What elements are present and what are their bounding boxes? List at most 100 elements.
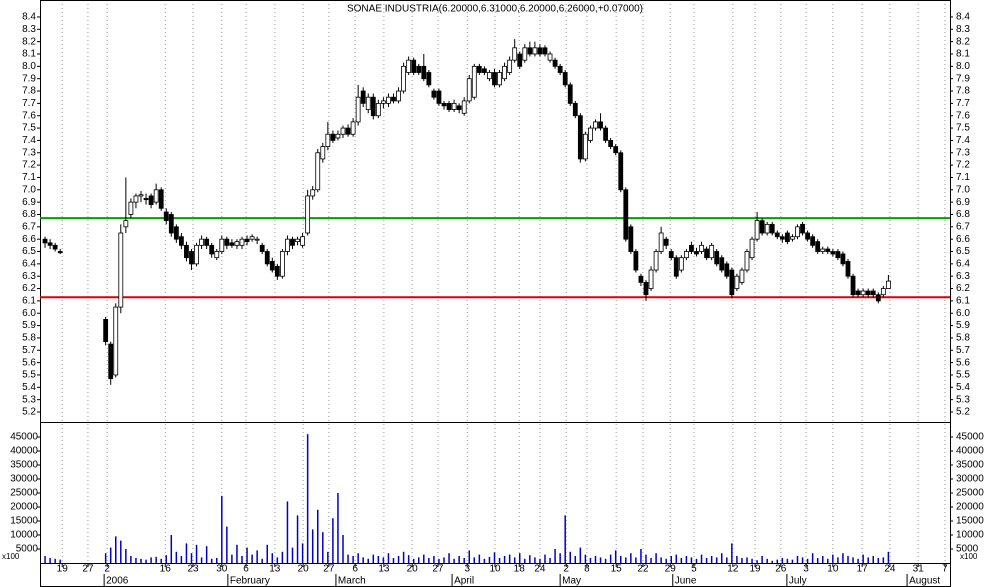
y-tick-label: 5.7 [956, 345, 970, 356]
candle-body [47, 242, 53, 246]
y-tick-label: 8.2 [956, 36, 970, 47]
candle-body [673, 257, 679, 277]
candle-body [704, 248, 709, 259]
candle-body [572, 102, 578, 117]
candle-body [199, 238, 204, 246]
candle-body [386, 96, 391, 104]
volume-bar [311, 529, 314, 563]
candle-body [487, 72, 492, 80]
volume-bar [412, 558, 415, 563]
x-tick-label: 13 [378, 564, 390, 575]
volume-bar [781, 557, 784, 563]
volume-bar [655, 553, 657, 563]
candle-body [254, 238, 260, 241]
volume-bar [680, 557, 683, 563]
candle-body [305, 195, 311, 234]
x-tick-label: 19 [57, 564, 69, 575]
x-tick-label: 23 [187, 564, 199, 575]
volume-bar [140, 558, 142, 563]
volume-bar [286, 501, 289, 563]
candle-body [234, 241, 240, 246]
volume-bar [347, 554, 349, 563]
volume-bar [473, 557, 476, 563]
y-tick-label: 7.0 [956, 184, 970, 195]
candle-body [714, 251, 720, 265]
volume-bar [847, 556, 849, 563]
volume-bar [867, 557, 869, 563]
y-tick-label: 5.6 [22, 357, 36, 368]
candle-body [870, 290, 876, 296]
y-tick-label: 8.3 [22, 24, 36, 35]
volume-bar [503, 556, 506, 563]
volume-bar [574, 556, 577, 563]
candle-body [840, 253, 846, 265]
volume-bar [731, 543, 733, 563]
volume-tick-label: 45000 [956, 432, 984, 443]
volume-tick-label: 5000 [956, 544, 979, 555]
candle-body [623, 189, 629, 240]
candle-body [189, 251, 194, 265]
volume-tick-label: 40000 [10, 446, 38, 457]
y-tick-label: 6.6 [22, 234, 36, 245]
volume-bar [544, 554, 546, 563]
volume-bar [690, 557, 693, 563]
y-tick-label: 5.4 [22, 382, 36, 393]
volume-bar [266, 544, 268, 563]
y-tick-label: 7.8 [956, 86, 970, 97]
candle-body [209, 244, 215, 255]
candle-body [401, 65, 406, 92]
volume-bar [564, 515, 566, 563]
volume-bar [135, 557, 137, 563]
volume-bar [705, 557, 708, 563]
volume-tick-label: 5000 [16, 544, 39, 555]
candle-body [557, 65, 563, 73]
candle-body [603, 127, 608, 141]
y-tick-label: 8.1 [956, 49, 970, 60]
volume-tick-label: 20000 [956, 502, 984, 513]
y-tick-label: 8.4 [956, 12, 970, 23]
volume-bar [130, 556, 132, 563]
volume-bar [529, 555, 531, 563]
volume-bar [407, 555, 410, 563]
x-tick-label: 26 [775, 564, 787, 575]
candle-body [300, 236, 305, 246]
volume-bar [468, 550, 470, 563]
volume-bar [327, 551, 329, 563]
volume-bar [241, 556, 243, 563]
x-tick-label: 24 [534, 564, 546, 575]
candle-body [562, 72, 568, 86]
candle-body [279, 251, 285, 277]
x-tick-label: 27 [432, 564, 444, 575]
y-tick-label: 7.3 [22, 147, 36, 158]
volume-tick-label: 35000 [10, 460, 38, 471]
volume-bar [251, 554, 253, 563]
candle-body [325, 133, 331, 147]
y-tick-label: 7.2 [22, 160, 36, 171]
candle-body [295, 238, 300, 243]
candle-body [522, 47, 528, 61]
x-tick-label: 27 [323, 564, 335, 575]
candle-body [532, 47, 538, 55]
candle-body [547, 53, 553, 61]
candle-body [835, 251, 841, 259]
month-label: June [675, 576, 697, 587]
volume-bar [210, 558, 213, 563]
volume-bar [746, 557, 748, 563]
candle-body [729, 269, 735, 296]
candle-body [845, 260, 851, 277]
y-tick-label: 6.6 [956, 234, 970, 245]
candle-body [815, 241, 821, 252]
volume-bar [367, 558, 369, 563]
candle-body [184, 244, 189, 259]
y-tick-label: 6.9 [956, 197, 970, 208]
candle-body [163, 211, 169, 222]
volume-bar [306, 434, 309, 563]
volume-tick-label: 20000 [10, 502, 38, 513]
candle-body [779, 236, 785, 240]
candle-body [749, 238, 755, 259]
candle-body [699, 244, 704, 252]
candle-body [875, 294, 881, 302]
y-tick-label: 8.0 [22, 61, 36, 72]
volume-bar [458, 556, 460, 563]
candle-body [678, 257, 684, 271]
